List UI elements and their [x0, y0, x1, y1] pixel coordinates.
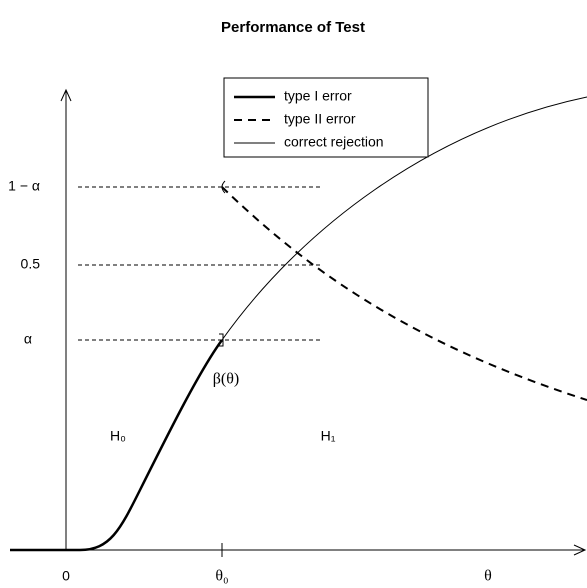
x-label: 0: [62, 568, 70, 584]
legend-label: type I error: [284, 88, 352, 104]
x-label: θ: [484, 568, 492, 585]
reference-lines: [78, 186, 322, 341]
open-bracket: [221, 180, 226, 194]
y-arrow: [60, 88, 72, 102]
title: Performance of Test: [221, 19, 365, 36]
type-i-curve: [10, 339, 224, 552]
legend-label: type II error: [284, 111, 356, 127]
y-label: 0.5: [21, 256, 41, 272]
rejection-curve: [221, 96, 587, 341]
type-ii-curve: [221, 186, 587, 401]
x-label: θ₀: [215, 568, 228, 585]
axes: [10, 88, 587, 557]
closed-bracket: [219, 333, 224, 347]
legend-label: correct rejection: [284, 134, 384, 150]
legend: type I error type II error correct rejec…: [223, 77, 429, 158]
y-label: α: [24, 331, 32, 347]
curve-label: β(θ): [213, 371, 239, 388]
y-label: 1 − α: [8, 178, 40, 194]
legend-box: [223, 77, 429, 158]
region-label: H₀: [110, 428, 126, 444]
x-arrow: [573, 544, 587, 556]
region-label: H₁: [321, 428, 336, 444]
